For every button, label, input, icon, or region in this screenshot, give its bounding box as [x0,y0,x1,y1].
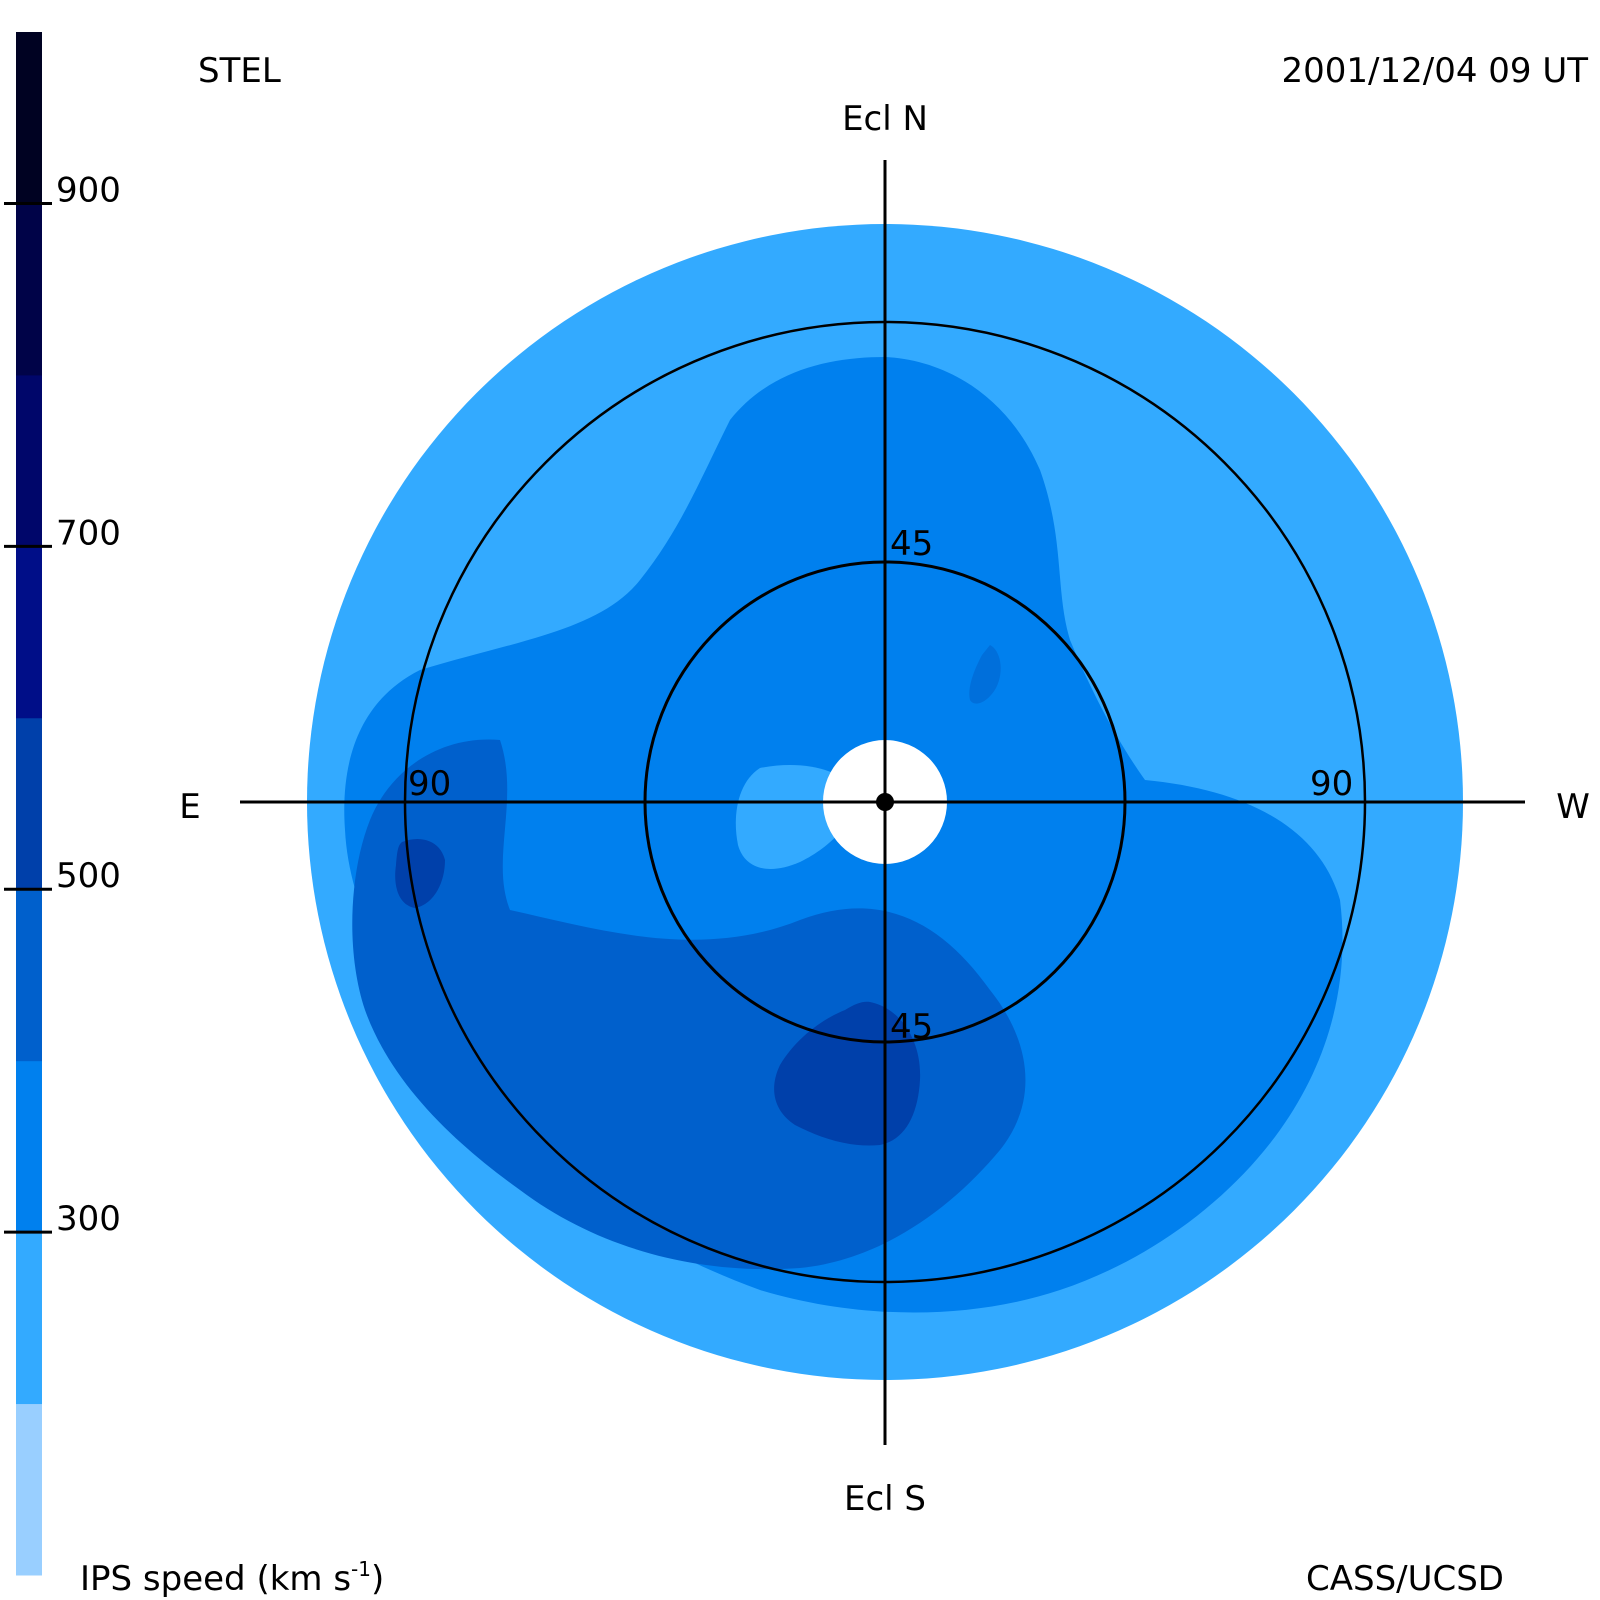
colorbar-tick-label-900: 900 [56,170,121,210]
colorbar-label-text: IPS speed (km s [80,1559,351,1599]
label-east: E [179,787,200,827]
colorbar-bin-6 [16,374,42,547]
colorbar-label-close: ) [371,1559,384,1599]
colorbar-label: IPS speed (km s-1) [80,1557,384,1599]
colorbar-tick-label-700: 700 [56,513,121,553]
colorbar-bin-3 [16,889,42,1062]
grid [240,160,1525,1445]
colorbar: 300 500 700 900 [4,32,121,1576]
ring-label-90-right: 90 [1310,764,1353,804]
ring-label-45-top: 45 [890,524,933,564]
title-right: 2001/12/04 09 UT [1282,51,1589,91]
region-nw-patch [969,645,1001,704]
title-left: STEL [198,51,281,91]
colorbar-bin-1 [16,1232,42,1405]
colorbar-bin-7 [16,203,42,376]
colorbar-tick-label-300: 300 [56,1199,121,1239]
colorbar-bin-8 [16,32,42,204]
colorbar-bin-4 [16,717,42,890]
colorbar-bin-5 [16,546,42,719]
colorbar-bin-0 [16,1403,42,1576]
ring-label-45-bottom: 45 [890,1007,933,1047]
colorbar-tick-label-500: 500 [56,856,121,896]
colorbar-label-unit-exponent: -1 [351,1557,371,1581]
sun-marker [876,793,894,811]
ring-label-90-left: 90 [408,764,451,804]
credit-cass-ucsd: CASS/UCSD [1306,1559,1504,1599]
label-ecl-s: Ecl S [844,1479,926,1519]
label-west: W [1556,787,1590,827]
label-ecl-n: Ecl N [842,99,928,139]
colorbar-bin-2 [16,1060,42,1233]
